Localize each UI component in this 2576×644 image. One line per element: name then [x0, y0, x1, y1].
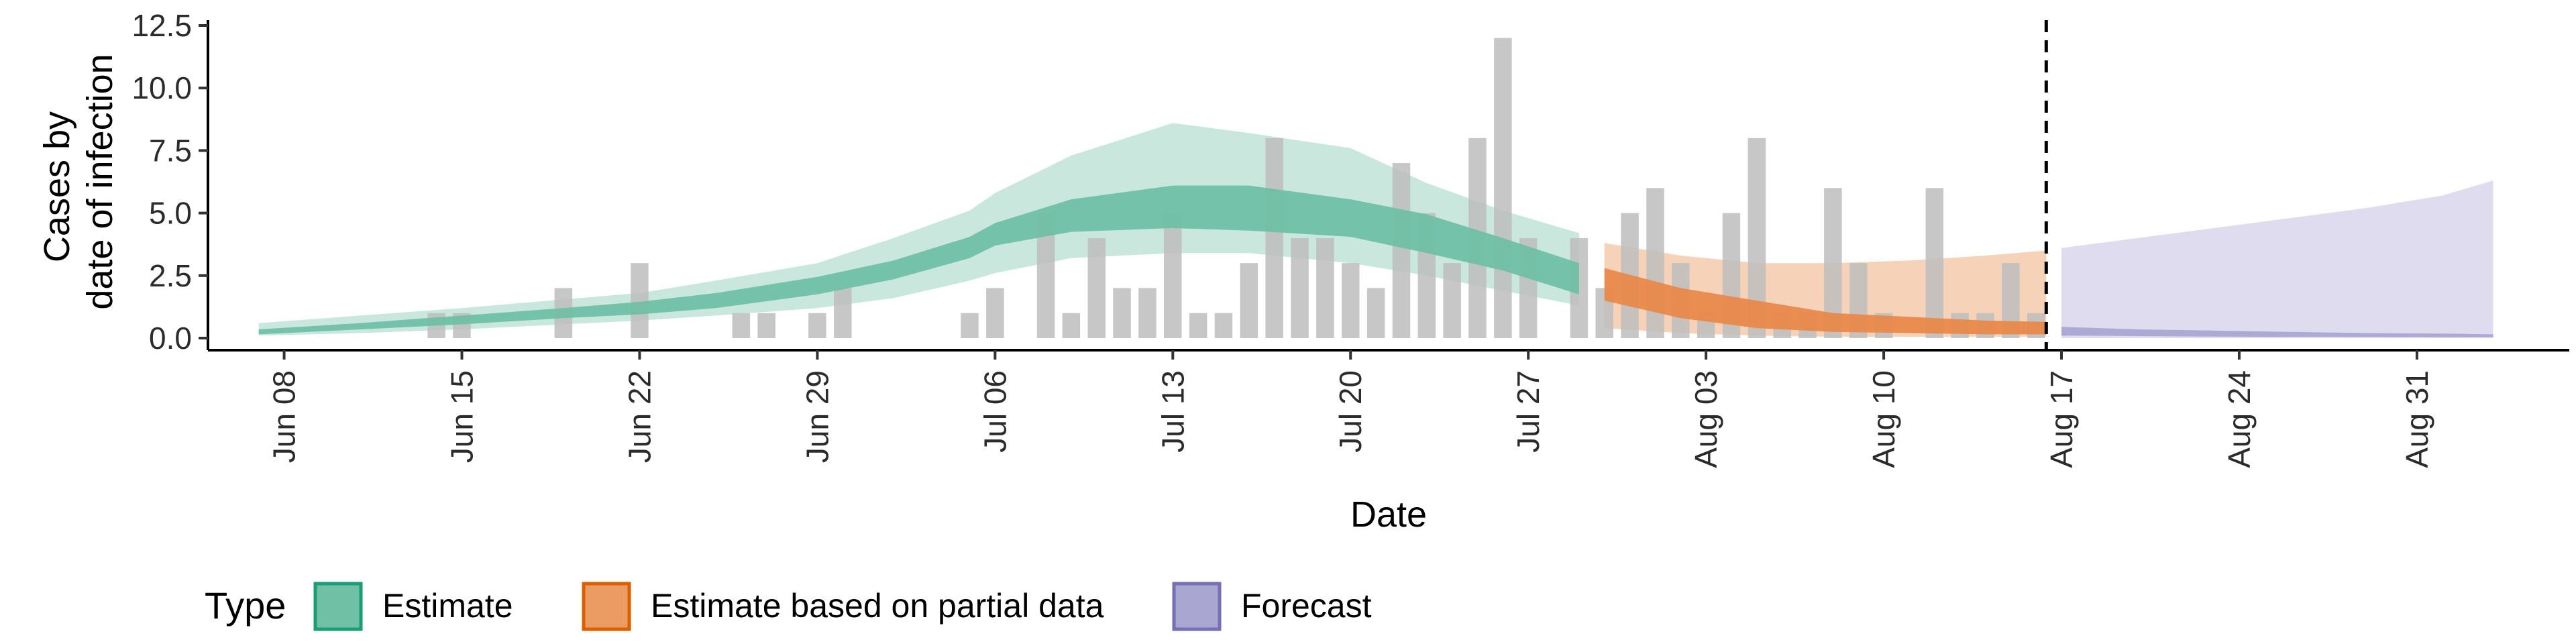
x-tick-label: Aug 10	[1866, 370, 1901, 468]
y-axis-title-line-2: date of infection	[80, 54, 120, 309]
x-tick-label: Aug 24	[2222, 370, 2257, 468]
y-tick-label: 12.5	[131, 8, 192, 43]
observed-case-bar	[1240, 263, 1258, 338]
legend: Type Estimate Estimate based on partial d…	[205, 582, 1372, 631]
x-tick-label: Aug 31	[2400, 370, 2434, 468]
y-tick-label: 0.0	[149, 321, 192, 356]
x-tick-label: Jun 15	[444, 370, 479, 463]
y-tick-label: 7.5	[149, 133, 192, 168]
forecast-band-90	[2061, 180, 2493, 338]
observed-case-bar	[732, 313, 751, 338]
x-tick-label: Aug 03	[1688, 370, 1723, 468]
observed-case-bar	[1087, 237, 1106, 338]
observed-case-bar	[1646, 188, 1664, 338]
forecast-band-50	[2061, 327, 2493, 337]
estimate-band-50	[258, 185, 1579, 335]
x-ticks: Jun 08 Jun 15 Jun 22 Jun 29 Jul 06 Jul 13 Jul …	[267, 350, 2434, 468]
observed-case-bar	[1214, 313, 1233, 338]
observed-case-bar	[961, 313, 979, 338]
observed-case-bar	[1138, 288, 1157, 338]
observed-case-bar	[1164, 213, 1182, 338]
y-tick-label: 5.0	[149, 196, 192, 231]
observed-case-bar	[1443, 263, 1461, 338]
y-tick-label: 2.5	[149, 258, 192, 293]
y-axis-title: Cases by date of infection	[37, 54, 120, 309]
x-tick-label: Jul 13	[1155, 370, 1190, 453]
x-tick-label: Jun 22	[622, 370, 657, 463]
y-tick-label: 10.0	[131, 70, 192, 105]
estimate-based-on-partial-data-band-50	[1604, 268, 2047, 335]
legend-key-forecast	[1172, 582, 1222, 631]
observed-case-bar	[1494, 38, 1512, 338]
observed-case-bar	[1265, 138, 1283, 339]
legend-key-partial	[582, 582, 631, 631]
legend-label: Forecast	[1241, 587, 1372, 625]
observed-case-bar	[808, 313, 826, 338]
observed-case-bar	[1189, 313, 1208, 338]
observed-case-bar	[1291, 237, 1309, 338]
observed-case-bar	[1113, 288, 1131, 338]
observed-case-bar	[631, 263, 649, 338]
observed-case-bar	[1366, 288, 1385, 338]
x-tick-label: Jun 08	[267, 370, 302, 463]
x-axis-title: Date	[1350, 494, 1427, 535]
estimate-band-90	[258, 123, 1579, 336]
y-ticks: 0.0 2.5 5.0 7.5 10.0 12.5	[131, 8, 208, 356]
x-tick-label: Jul 20	[1333, 370, 1368, 453]
bands-front	[258, 185, 2493, 337]
legend-key-estimate	[313, 582, 363, 631]
x-tick-label: Jul 27	[1511, 370, 1546, 453]
legend-label: Estimate based on partial data	[651, 587, 1104, 625]
axes	[207, 20, 2569, 352]
observed-case-bar	[1316, 237, 1334, 338]
x-tick-label: Jun 29	[800, 370, 835, 463]
observed-case-bar	[757, 313, 775, 338]
observed-case-bar	[1392, 163, 1411, 338]
y-axis-title-line-1: Cases by	[37, 111, 77, 262]
observed-case-bar	[1062, 313, 1081, 338]
observed-case-bar	[1925, 188, 1943, 338]
legend-title: Type	[205, 584, 286, 627]
legend-label: Estimate	[382, 587, 513, 625]
observed-case-bar	[834, 288, 852, 338]
x-tick-label: Jul 06	[977, 370, 1012, 453]
observed-case-bar	[986, 288, 1004, 338]
observed-case-bar	[1342, 263, 1360, 338]
x-tick-label: Aug 17	[2044, 370, 2079, 468]
